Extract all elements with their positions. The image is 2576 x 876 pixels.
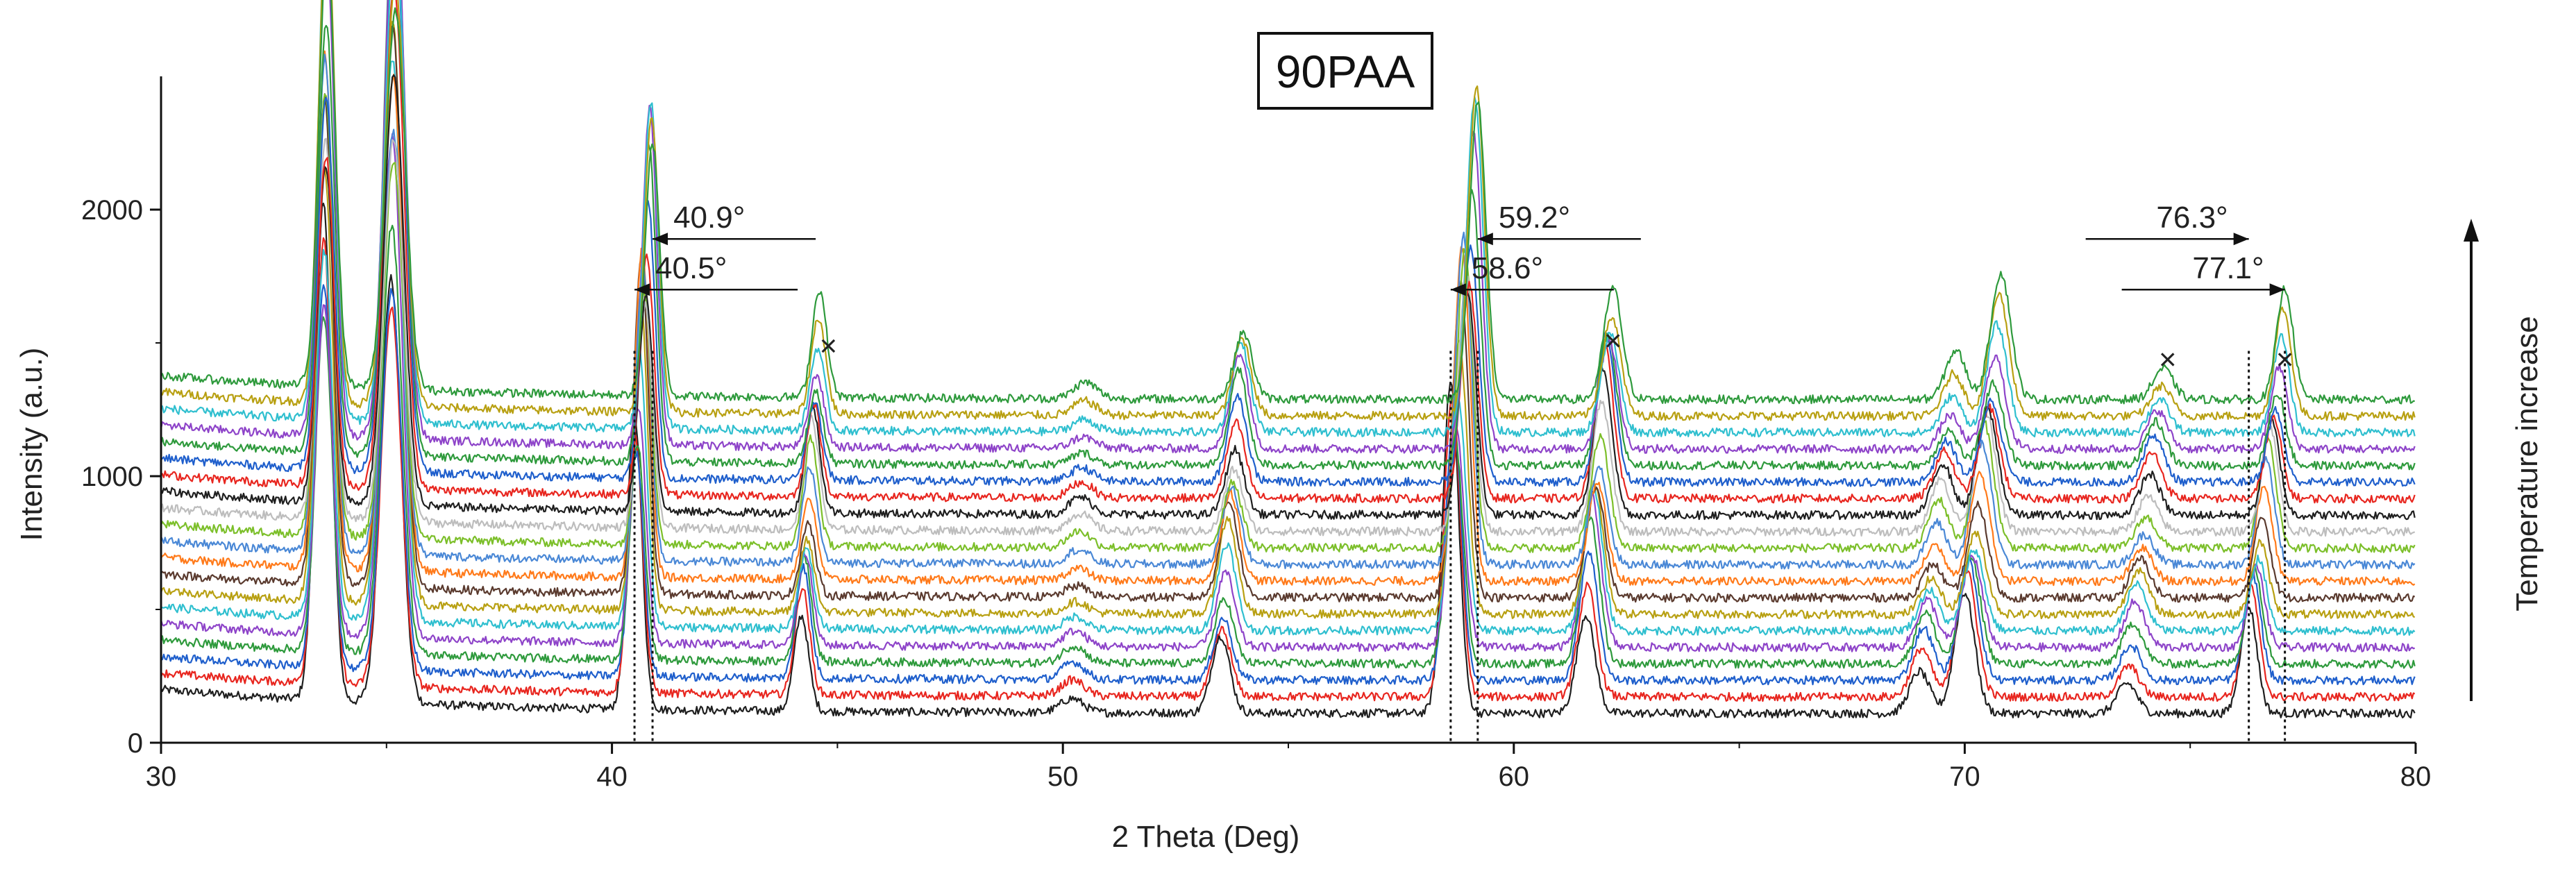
annotation-label-4: 58.6° xyxy=(1472,251,1543,285)
series-line-16 xyxy=(160,0,2416,471)
series-line-14 xyxy=(160,0,2416,504)
y-axis-title: Intensity (a.u.) xyxy=(15,348,49,541)
chart-title: 90PAA xyxy=(1257,32,1433,110)
series-line-18 xyxy=(160,0,2416,438)
peak-marker-1: × xyxy=(820,329,838,363)
axes: 30 40 50 60 70 80 0 1000 2000 xyxy=(81,76,2431,792)
y-tick-label-0: 0 xyxy=(128,728,143,759)
series-line-3 xyxy=(160,284,2416,686)
x-tick-label-70: 70 xyxy=(1949,761,1980,792)
series-line-20 xyxy=(160,0,2415,405)
series-layer xyxy=(160,0,2416,719)
y-tick-label-2000: 2000 xyxy=(81,195,143,226)
peak-marker-4: × xyxy=(2276,342,2294,376)
series-line-17 xyxy=(160,0,2416,454)
x-tick-label-40: 40 xyxy=(596,761,628,792)
x-axis-title: 2 Theta (Deg) xyxy=(1112,820,1300,854)
series-line-12 xyxy=(160,137,2416,537)
x-tick-label-60: 60 xyxy=(1499,761,1530,792)
series-line-5 xyxy=(160,133,2416,652)
series-line-9 xyxy=(160,50,2416,587)
x-tick-label-30: 30 xyxy=(146,761,177,792)
temperature-increase-indicator: Temperature increase xyxy=(2464,219,2544,701)
series-line-7 xyxy=(160,21,2416,620)
annotations: 40.9° 40.5° 59.2° 58.6° 76.3° 77.1° × × × × xyxy=(634,201,2293,376)
series-line-1 xyxy=(160,202,2416,719)
reference-lines xyxy=(633,351,2287,743)
x-tick-label-80: 80 xyxy=(2400,761,2432,792)
annotation-arrowhead-6 xyxy=(2269,283,2285,296)
series-line-11 xyxy=(160,93,2416,553)
series-line-6 xyxy=(160,60,2416,636)
series-line-13 xyxy=(160,74,2416,521)
annotation-label-3: 59.2° xyxy=(1499,201,1570,235)
annotation-label-2: 40.5° xyxy=(655,251,727,285)
series-line-8 xyxy=(160,25,2416,603)
temperature-arrow-head xyxy=(2464,219,2479,242)
annotation-label-6: 77.1° xyxy=(2192,251,2264,285)
annotation-arrowhead-2 xyxy=(634,283,650,296)
annotation-arrowhead-1 xyxy=(653,233,668,246)
annotation-arrowhead-5 xyxy=(2233,233,2249,246)
temperature-increase-label: Temperature increase xyxy=(2510,316,2544,612)
series-line-10 xyxy=(160,53,2416,570)
x-tick-label-50: 50 xyxy=(1047,761,1079,792)
series-line-4 xyxy=(160,224,2416,669)
title-box xyxy=(1257,32,1433,110)
annotation-arrowhead-3 xyxy=(1477,233,1493,246)
chart-title-text: 90PAA xyxy=(1276,46,1415,97)
annotation-label-5: 76.3° xyxy=(2156,201,2228,235)
peak-marker-2: × xyxy=(1604,324,1622,358)
series-line-19 xyxy=(160,0,2416,421)
peak-marker-3: × xyxy=(2159,342,2177,376)
annotation-label-1: 40.9° xyxy=(673,201,745,235)
series-line-15 xyxy=(160,0,2416,487)
y-tick-label-1000: 1000 xyxy=(81,462,143,492)
annotation-arrowhead-4 xyxy=(1450,283,1466,296)
series-line-2 xyxy=(160,237,2416,702)
